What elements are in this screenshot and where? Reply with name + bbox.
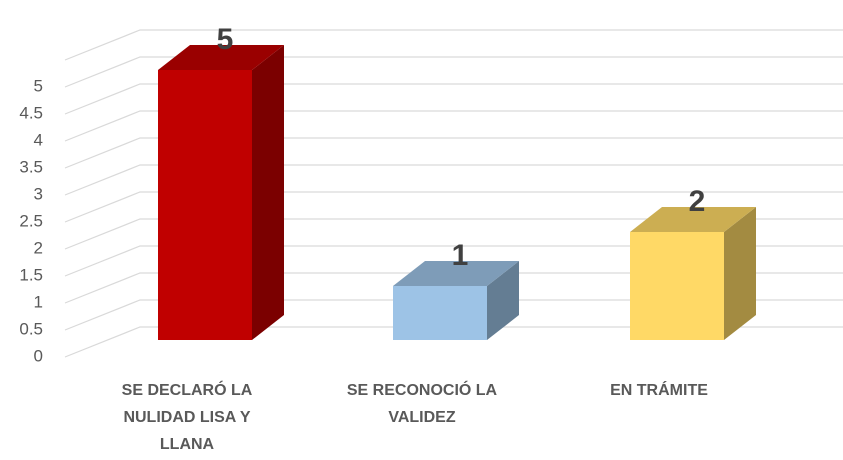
y-tick-label: 0.5 xyxy=(19,319,43,338)
grid-line xyxy=(64,191,843,223)
bar-top xyxy=(158,45,284,70)
bar-side xyxy=(252,45,284,340)
data-label: 5 xyxy=(217,23,234,56)
grid-line xyxy=(64,218,843,250)
grid-line xyxy=(64,245,843,277)
grid-line xyxy=(64,299,843,331)
y-tick-label: 3.5 xyxy=(19,157,43,176)
grid-line xyxy=(64,272,843,304)
y-tick-label: 1.5 xyxy=(19,265,43,284)
grid-line xyxy=(64,326,843,358)
bar-top xyxy=(630,207,756,232)
y-tick-label: 1 xyxy=(34,292,43,311)
grid-line xyxy=(64,110,843,142)
y-tick-label: 3 xyxy=(34,184,43,203)
bar-side xyxy=(487,261,519,340)
y-tick-label: 4.5 xyxy=(19,103,43,122)
y-tick-label: 4 xyxy=(34,130,43,149)
y-tick-label: 2 xyxy=(34,238,43,257)
y-tick-label: 0 xyxy=(34,346,43,365)
data-label: 2 xyxy=(689,185,706,218)
x-tick-label: SE DECLARÓ LA NULIDAD LISA Y LLANA xyxy=(121,382,253,453)
bar xyxy=(630,232,724,340)
grid-line xyxy=(64,56,843,88)
grid-line xyxy=(64,137,843,169)
x-tick-label: EN TRÁMITE xyxy=(610,382,708,399)
y-tick-label: 5 xyxy=(34,76,43,95)
bar-side xyxy=(724,207,756,340)
bar xyxy=(393,286,487,340)
grid-line xyxy=(64,83,843,115)
grid-line xyxy=(64,164,843,196)
x-tick-label: SE RECONOCIÓ LA VALIDEZ xyxy=(346,382,498,426)
y-tick-label: 2.5 xyxy=(19,211,43,230)
bar-top xyxy=(393,261,519,286)
grid-line xyxy=(64,29,843,61)
bar xyxy=(158,70,252,340)
data-label: 1 xyxy=(452,239,469,272)
